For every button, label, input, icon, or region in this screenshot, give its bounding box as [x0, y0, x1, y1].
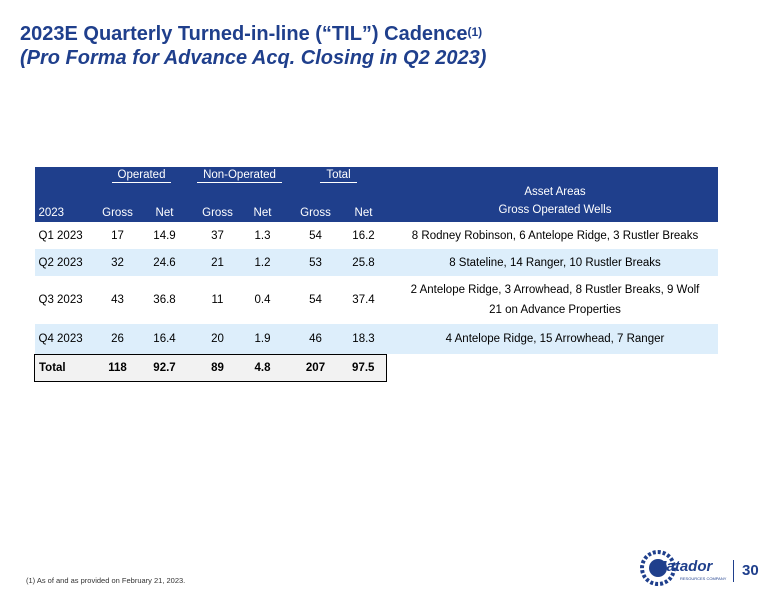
row-nonop-net: 1.9 — [240, 324, 285, 354]
col-header-nonop-gross: Gross — [194, 183, 241, 222]
til-cadence-table: Operated Non-Operated Total 2023 Gross N… — [34, 167, 718, 382]
footnote: (1) As of and as provided on February 21… — [26, 576, 186, 585]
page-number: 30 — [733, 560, 759, 582]
row-op-net: 16.4 — [140, 324, 189, 354]
row-nonop-net: 1.3 — [240, 222, 285, 249]
total-label: Total — [34, 353, 95, 382]
total-tot-gross: 207 — [290, 353, 341, 382]
row-tot-gross: 53 — [290, 249, 341, 276]
total-op-net: 92.7 — [140, 353, 189, 382]
col-header-year: 2023 — [34, 183, 95, 222]
row-wells: 2 Antelope Ridge, 3 Arrowhead, 8 Rustler… — [392, 276, 718, 324]
table-row: Q4 2023 26 16.4 20 1.9 46 18.3 4 Antelop… — [34, 324, 718, 354]
row-nonop-net: 0.4 — [240, 276, 285, 324]
row-op-gross: 17 — [94, 222, 141, 249]
logo-wordmark: Matador — [654, 558, 714, 575]
col-header-op-gross: Gross — [94, 183, 141, 222]
row-wells: 8 Rodney Robinson, 6 Antelope Ridge, 3 R… — [392, 222, 718, 249]
group-header-row: Operated Non-Operated Total — [34, 167, 718, 183]
row-tot-gross: 54 — [290, 276, 341, 324]
col-header-tot-net: Net — [340, 183, 387, 222]
total-tot-net: 97.5 — [340, 353, 387, 382]
group-operated: Operated — [94, 167, 189, 183]
title-line1: 2023E Quarterly Turned-in-line (“TIL”) C… — [20, 23, 468, 45]
row-period: Q4 2023 — [34, 324, 95, 354]
row-op-net: 24.6 — [140, 249, 189, 276]
title-footnote-ref: (1) — [467, 25, 483, 39]
row-nonop-gross: 37 — [194, 222, 241, 249]
group-total: Total — [290, 167, 387, 183]
col-header-nonop-net: Net — [240, 183, 285, 222]
total-nonop-net: 4.8 — [240, 353, 285, 382]
row-period: Q3 2023 — [34, 276, 95, 324]
row-tot-net: 37.4 — [340, 276, 387, 324]
row-tot-gross: 54 — [290, 222, 341, 249]
logo-tagline: RESOURCES COMPANY — [680, 576, 727, 581]
row-tot-gross: 46 — [290, 324, 341, 354]
row-wells: 4 Antelope Ridge, 15 Arrowhead, 7 Ranger — [392, 324, 718, 354]
row-nonop-gross: 20 — [194, 324, 241, 354]
asset-header-line2: Gross Operated Wells — [498, 204, 612, 216]
asset-header-line1: Asset Areas — [524, 186, 586, 198]
row-op-gross: 26 — [94, 324, 141, 354]
row-tot-net: 16.2 — [340, 222, 387, 249]
table-row: Q2 2023 32 24.6 21 1.2 53 25.8 8 Stateli… — [34, 249, 718, 276]
row-op-net: 36.8 — [140, 276, 189, 324]
col-header-asset-areas: Asset Areas Gross Operated Wells — [392, 183, 718, 222]
matador-logo: Matador RESOURCES COMPANY — [640, 548, 728, 593]
row-period: Q1 2023 — [34, 222, 95, 249]
col-header-op-net: Net — [140, 183, 189, 222]
row-nonop-gross: 21 — [194, 249, 241, 276]
row-wells: 8 Stateline, 14 Ranger, 10 Rustler Break… — [392, 249, 718, 276]
title-subtitle: (Pro Forma for Advance Acq. Closing in Q… — [20, 47, 487, 69]
row-tot-net: 25.8 — [340, 249, 387, 276]
row-op-gross: 43 — [94, 276, 141, 324]
row-nonop-net: 1.2 — [240, 249, 285, 276]
row-period: Q2 2023 — [34, 249, 95, 276]
slide-title: 2023E Quarterly Turned-in-line (“TIL”) C… — [20, 22, 486, 70]
row-nonop-gross: 11 — [194, 276, 241, 324]
total-row: Total 118 92.7 89 4.8 207 97.5 — [34, 353, 718, 382]
total-nonop-gross: 89 — [194, 353, 241, 382]
table-row: Q1 2023 17 14.9 37 1.3 54 16.2 8 Rodney … — [34, 222, 718, 249]
row-tot-net: 18.3 — [340, 324, 387, 354]
col-header-tot-gross: Gross — [290, 183, 341, 222]
row-op-gross: 32 — [94, 249, 141, 276]
row-op-net: 14.9 — [140, 222, 189, 249]
group-non-operated: Non-Operated — [194, 167, 285, 183]
column-header-row: 2023 Gross Net Gross Net Gross Net Asset… — [34, 183, 718, 222]
table-row: Q3 2023 43 36.8 11 0.4 54 37.4 2 Antelop… — [34, 276, 718, 324]
total-op-gross: 118 — [94, 353, 141, 382]
